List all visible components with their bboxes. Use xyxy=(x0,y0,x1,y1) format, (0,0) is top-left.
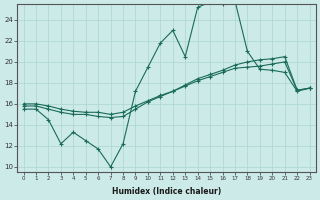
X-axis label: Humidex (Indice chaleur): Humidex (Indice chaleur) xyxy=(112,187,221,196)
